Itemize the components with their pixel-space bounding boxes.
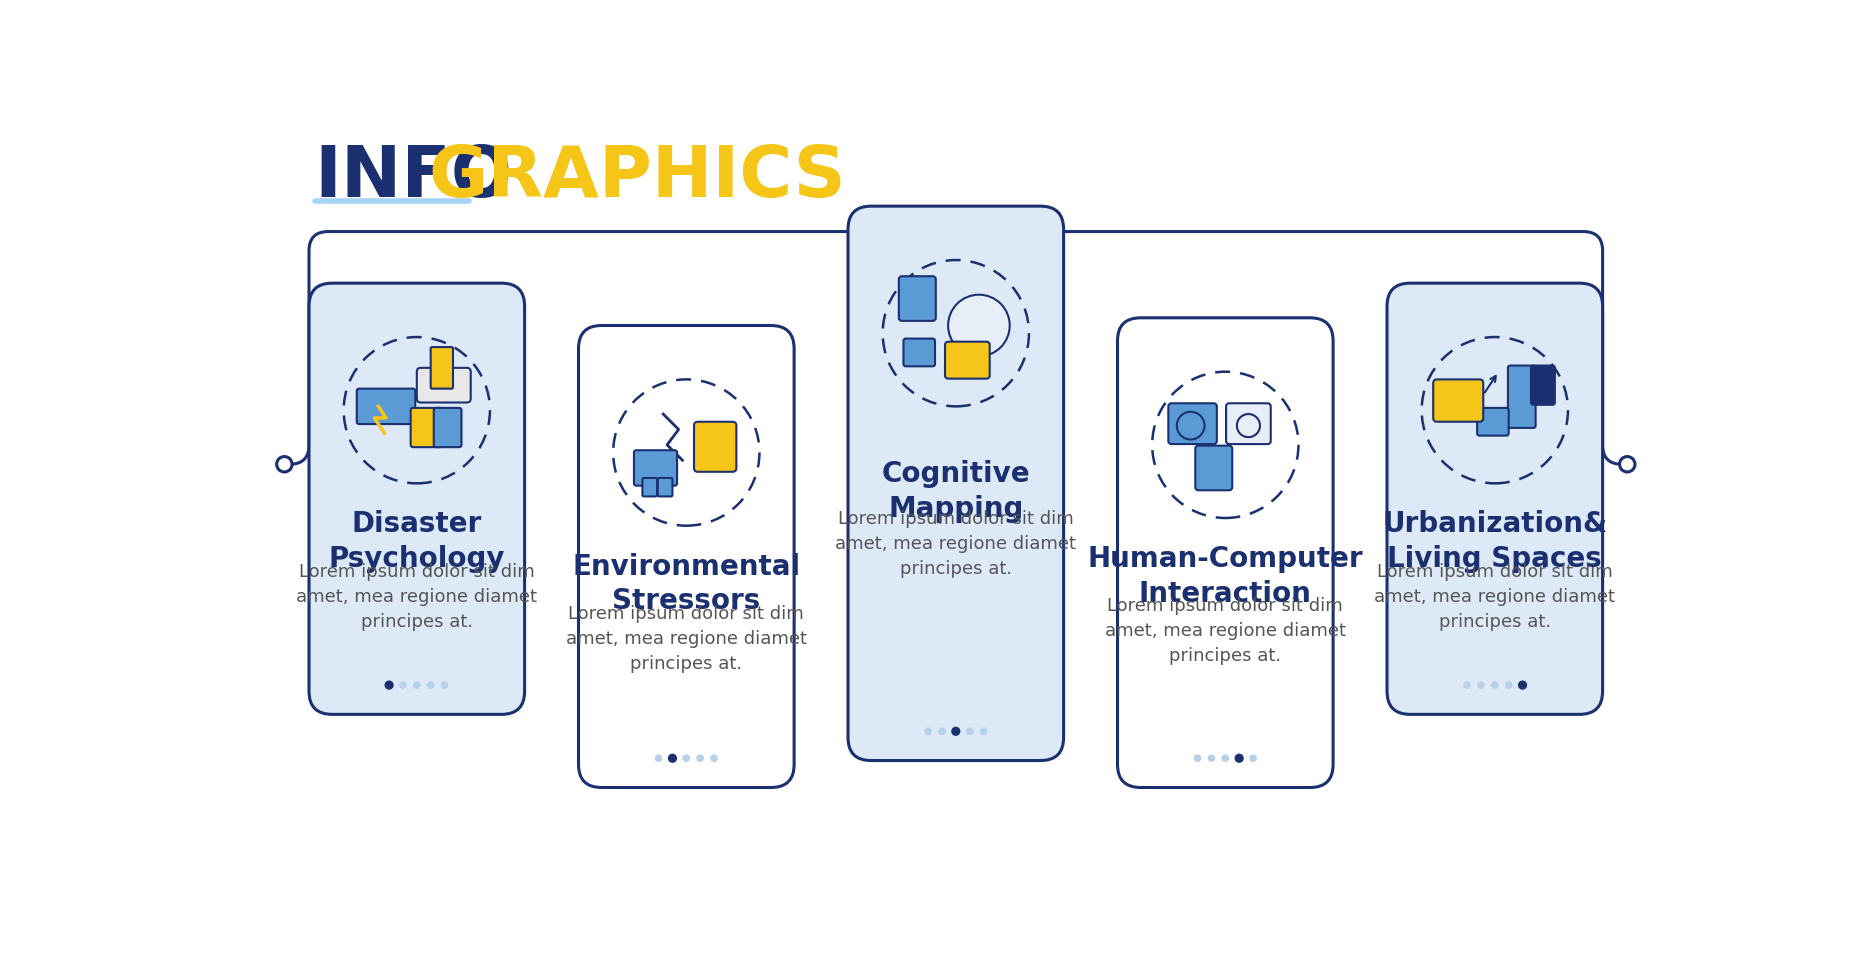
Circle shape	[667, 754, 677, 762]
FancyBboxPatch shape	[1195, 446, 1232, 490]
FancyBboxPatch shape	[1530, 366, 1555, 405]
Text: GRAPHICS: GRAPHICS	[429, 143, 846, 212]
FancyBboxPatch shape	[1117, 318, 1333, 788]
Circle shape	[276, 457, 293, 472]
Circle shape	[1504, 681, 1512, 689]
Text: Disaster
Psychology: Disaster Psychology	[328, 511, 505, 573]
FancyBboxPatch shape	[848, 206, 1062, 760]
Circle shape	[682, 755, 690, 762]
FancyBboxPatch shape	[356, 389, 416, 424]
FancyBboxPatch shape	[1508, 366, 1534, 428]
Circle shape	[1234, 754, 1243, 762]
Circle shape	[440, 681, 447, 689]
FancyBboxPatch shape	[658, 478, 673, 497]
FancyBboxPatch shape	[634, 450, 677, 486]
Circle shape	[979, 727, 986, 735]
Circle shape	[925, 727, 932, 735]
Text: Lorem ipsum dolor sit dim
amet, mea regione diamet
principes at.: Lorem ipsum dolor sit dim amet, mea regi…	[565, 605, 807, 673]
Circle shape	[1463, 681, 1471, 689]
FancyBboxPatch shape	[1476, 408, 1508, 435]
FancyBboxPatch shape	[434, 408, 460, 447]
FancyBboxPatch shape	[898, 276, 936, 320]
FancyBboxPatch shape	[945, 342, 990, 378]
Text: Urbanization&
Living Spaces: Urbanization& Living Spaces	[1381, 511, 1607, 573]
Circle shape	[427, 681, 434, 689]
Circle shape	[1618, 457, 1635, 472]
FancyBboxPatch shape	[693, 421, 736, 471]
Circle shape	[938, 727, 945, 735]
FancyBboxPatch shape	[410, 408, 442, 447]
FancyBboxPatch shape	[578, 325, 794, 788]
Text: Environmental
Stressors: Environmental Stressors	[572, 553, 800, 615]
FancyBboxPatch shape	[902, 339, 934, 367]
Circle shape	[966, 727, 973, 735]
FancyBboxPatch shape	[309, 283, 524, 714]
Circle shape	[1249, 755, 1256, 762]
Text: Lorem ipsum dolor sit dim
amet, mea regione diamet
principes at.: Lorem ipsum dolor sit dim amet, mea regi…	[1374, 563, 1614, 631]
Text: Human-Computer
Interaction: Human-Computer Interaction	[1087, 545, 1363, 608]
Circle shape	[384, 680, 393, 690]
Text: Cognitive
Mapping: Cognitive Mapping	[882, 461, 1029, 523]
Text: INFO: INFO	[315, 143, 513, 212]
Circle shape	[1193, 755, 1200, 762]
Circle shape	[412, 681, 421, 689]
FancyBboxPatch shape	[416, 368, 470, 403]
Circle shape	[1517, 680, 1527, 690]
FancyBboxPatch shape	[1167, 404, 1215, 444]
Circle shape	[399, 681, 406, 689]
Circle shape	[951, 727, 960, 736]
Circle shape	[947, 295, 1008, 357]
Circle shape	[1208, 755, 1215, 762]
Text: Lorem ipsum dolor sit dim
amet, mea regione diamet
principes at.: Lorem ipsum dolor sit dim amet, mea regi…	[1103, 597, 1346, 665]
Circle shape	[695, 755, 703, 762]
Circle shape	[654, 755, 662, 762]
Text: Lorem ipsum dolor sit dim
amet, mea regione diamet
principes at.: Lorem ipsum dolor sit dim amet, mea regi…	[296, 563, 537, 631]
FancyBboxPatch shape	[431, 347, 453, 389]
FancyBboxPatch shape	[1387, 283, 1601, 714]
Circle shape	[710, 755, 718, 762]
Text: Lorem ipsum dolor sit dim
amet, mea regione diamet
principes at.: Lorem ipsum dolor sit dim amet, mea regi…	[835, 511, 1076, 578]
Circle shape	[1476, 681, 1484, 689]
FancyBboxPatch shape	[1225, 404, 1269, 444]
FancyBboxPatch shape	[1432, 379, 1482, 421]
Circle shape	[1489, 681, 1499, 689]
FancyBboxPatch shape	[641, 478, 656, 497]
Circle shape	[1221, 755, 1228, 762]
